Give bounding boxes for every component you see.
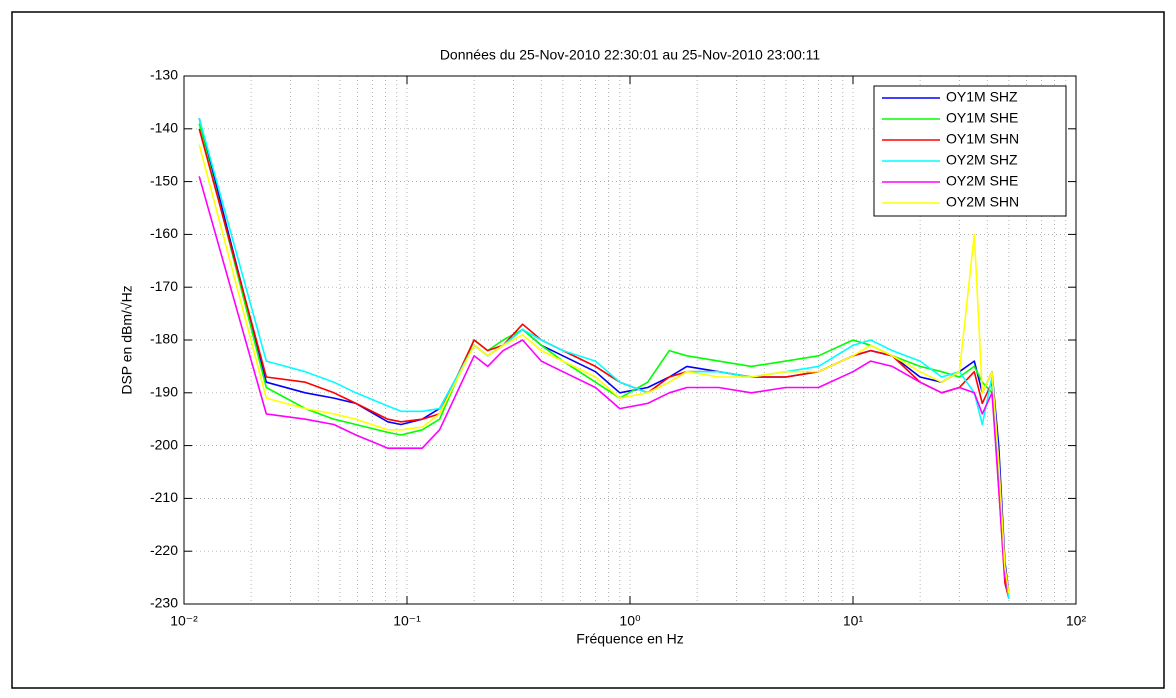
legend-label: OY2M SHZ — [946, 152, 1018, 168]
series-lines — [198, 117, 1010, 599]
y-axis-label: DSP en dBm/√Hz — [119, 285, 135, 394]
chart-title: Données du 25-Nov-2010 22:30:01 au 25-No… — [440, 47, 821, 63]
legend-label: OY2M SHN — [946, 194, 1019, 210]
x-axis-label: Fréquence en Hz — [576, 631, 683, 647]
series-line — [198, 176, 1010, 594]
y-tick-label: -170 — [150, 278, 178, 294]
y-tick-label: -140 — [150, 120, 178, 136]
grid — [183, 75, 1077, 605]
y-tick-label: -200 — [150, 436, 178, 452]
series-line — [198, 144, 1010, 594]
y-tick-label: -180 — [150, 331, 178, 347]
legend-label: OY1M SHE — [946, 110, 1018, 126]
y-tick-label: -220 — [150, 542, 178, 558]
series-line — [198, 118, 1010, 594]
y-tick-label: -230 — [150, 595, 178, 611]
x-tick-label: 10⁰ — [619, 613, 641, 629]
ticks: 10⁻² 10⁻¹ 10⁰ 10¹ 10² -230 -220 -210 -200 -190 -18… — [150, 67, 1086, 629]
y-tick-label: -190 — [150, 384, 178, 400]
series-line — [198, 128, 1010, 599]
y-tick-label: -150 — [150, 172, 178, 188]
x-tick-label: 10⁻² — [170, 613, 198, 629]
x-tick-label: 10¹ — [843, 613, 864, 629]
y-tick-label: -210 — [150, 489, 178, 505]
x-tick-label: 10² — [1066, 613, 1087, 629]
legend-label: OY2M SHE — [946, 173, 1018, 189]
legend-label: OY1M SHZ — [946, 89, 1018, 105]
legend: OY1M SHZ OY1M SHE OY1M SHN OY2M SHZ OY2M SHE… — [873, 85, 1067, 217]
x-tick-label: 10⁻¹ — [393, 613, 421, 629]
y-tick-label: -160 — [150, 225, 178, 241]
legend-label: OY1M SHN — [946, 131, 1019, 147]
y-tick-label: -130 — [150, 67, 178, 83]
legend-box — [873, 85, 1067, 217]
